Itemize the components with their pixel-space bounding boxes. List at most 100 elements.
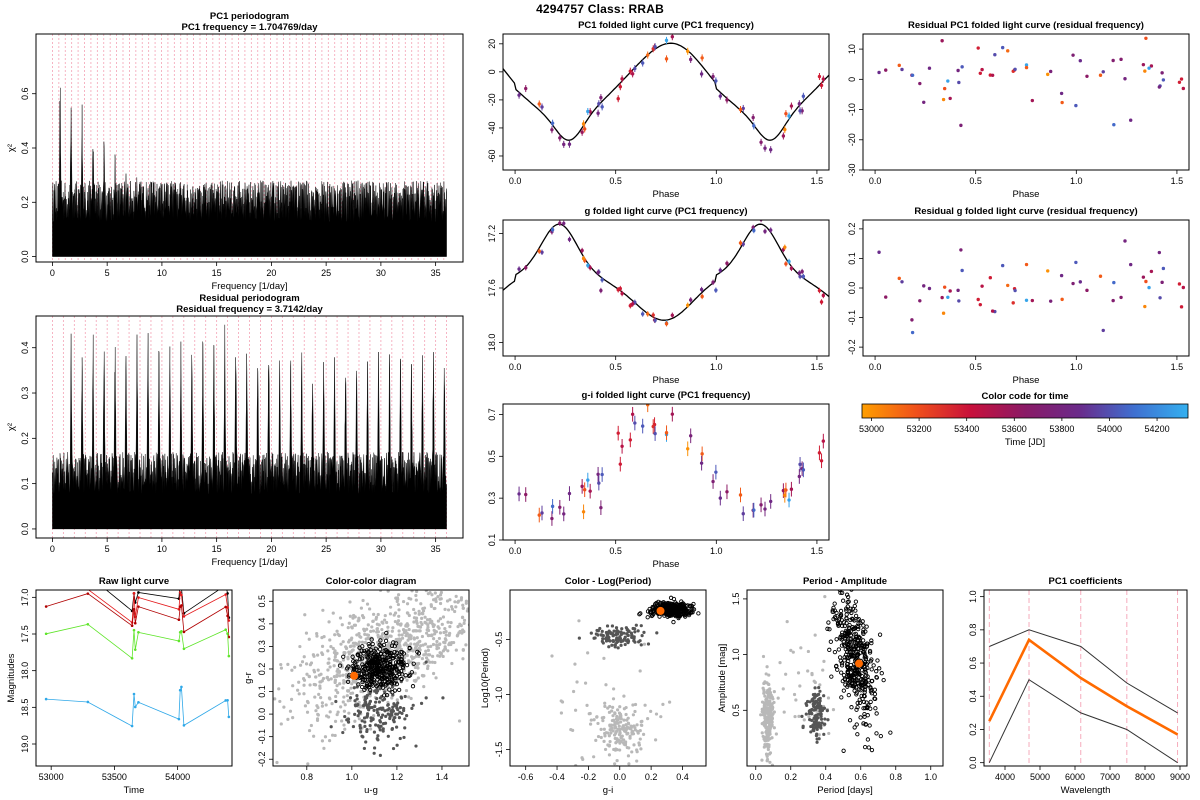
period_amp-ring-point <box>868 685 873 690</box>
color_logp-xlabel: g-i <box>603 785 614 796</box>
pc1_folded-ytick-label: -40 <box>487 121 497 134</box>
color_logp-point <box>617 724 621 728</box>
color_color-ring-point <box>375 662 380 667</box>
color_logp-point <box>599 735 603 740</box>
color_color-point <box>261 678 264 681</box>
color_logp-point <box>569 727 573 732</box>
color_logp-point <box>639 719 643 724</box>
color_color-point <box>461 606 465 610</box>
color_color-point <box>353 699 357 703</box>
color_color-ring-point <box>359 675 365 680</box>
period_amp-ring-point <box>830 609 835 614</box>
color_color-plot-area <box>261 568 473 766</box>
resid_pc1_folded-point <box>940 39 944 43</box>
color_color-point <box>303 704 308 708</box>
color_logp-point <box>618 712 623 716</box>
g_folded-point <box>801 274 806 279</box>
color_logp-point <box>635 750 639 754</box>
color_color-point <box>420 656 424 661</box>
gi_folded-panel: g-i folded light curve (PC1 frequency)0.… <box>487 390 830 570</box>
resid_periodogram-ytick-label: 0.0 <box>20 523 30 536</box>
period_amp-ring-point <box>838 636 843 641</box>
color_logp-ring-point <box>657 614 662 619</box>
color_color-point <box>326 649 330 653</box>
color_logp-ring-point <box>667 607 673 612</box>
color_color-point <box>279 666 284 670</box>
color_color-point <box>386 712 390 716</box>
color_logp-ring-point <box>678 612 683 617</box>
pc1_folded-point <box>714 79 718 83</box>
g_folded-point <box>630 302 635 306</box>
g_folded-point <box>651 313 655 317</box>
color_color-ring-point <box>370 663 375 669</box>
color_color-point <box>410 590 414 593</box>
pc1_folded-point <box>688 57 693 62</box>
color_logp-point <box>604 637 608 641</box>
period_amp-ytick-label: 1.0 <box>731 648 741 661</box>
color_color-point <box>406 623 410 627</box>
resid_g_folded-point <box>960 268 964 273</box>
color_color-point <box>373 704 377 709</box>
color_logp-point <box>613 725 618 729</box>
pc1_coeffs-plot-area <box>988 590 1179 766</box>
g_folded-model-curve <box>503 223 829 321</box>
period_amp-ring-point <box>827 627 832 632</box>
color_logp-point <box>633 709 637 714</box>
resid_g_folded-point <box>941 311 946 315</box>
color_color-point <box>395 706 399 710</box>
period_amp-point <box>766 700 770 704</box>
color_color-point <box>330 701 334 706</box>
color_color-point <box>318 686 322 690</box>
period_amp-ring-point <box>850 672 855 678</box>
color_logp-point <box>620 639 624 643</box>
color_color-point <box>342 723 346 727</box>
color_color-point <box>306 700 310 705</box>
color_logp-point <box>624 712 628 717</box>
color_color-point <box>291 716 295 720</box>
period_amp-ring-point <box>856 652 861 657</box>
color_color-point <box>446 620 450 624</box>
color_color-point <box>470 687 473 690</box>
color_color-point <box>388 715 392 719</box>
color_logp-point <box>624 705 628 710</box>
period_amp-ring-point <box>859 673 865 679</box>
color_color-point <box>386 734 390 738</box>
color_color-point <box>428 617 432 622</box>
period_amp-point <box>789 648 793 653</box>
color_color-point <box>395 698 399 702</box>
color_color-point <box>327 661 331 665</box>
g_folded-point <box>558 221 562 225</box>
color_color-point <box>340 719 344 723</box>
resid_periodogram-xtick-label: 25 <box>321 544 331 554</box>
raw-lc-point <box>45 577 48 580</box>
period_amp-point <box>768 737 772 741</box>
period_amp-ring-point <box>838 590 843 595</box>
resid_g_folded-point <box>1149 269 1154 274</box>
color_color-point <box>376 635 381 639</box>
pc1_folded-xtick-label: 1.0 <box>710 176 723 186</box>
color_color-point <box>396 619 401 623</box>
resid_pc1_folded-point <box>1147 66 1151 70</box>
pc1_folded-point <box>646 53 650 57</box>
color_logp-point <box>616 646 620 650</box>
color_color-point <box>428 568 431 571</box>
color_color-point <box>386 629 390 633</box>
color_color-point <box>392 716 396 720</box>
gi_folded-point <box>524 492 528 497</box>
color_logp-point <box>612 687 616 691</box>
gi_folded-point <box>588 489 592 493</box>
color_color-ring-point <box>392 649 397 655</box>
colorbar-tick-label: 53000 <box>859 424 884 434</box>
color_color-title: Color-color diagram <box>326 576 417 587</box>
color_logp-point <box>632 724 636 728</box>
period_amp-point <box>808 700 812 704</box>
resid_g_folded-point <box>957 299 961 303</box>
resid_g_folded-ytick-label: -0.1 <box>847 310 857 326</box>
resid_g_folded-point <box>922 284 926 288</box>
period_amp-point <box>815 737 819 741</box>
color_color-ring-point <box>357 667 362 672</box>
color_color-point <box>341 658 346 662</box>
color_color-point <box>388 605 393 609</box>
color_color-ring-point <box>373 650 378 655</box>
color_color-point <box>417 646 421 650</box>
